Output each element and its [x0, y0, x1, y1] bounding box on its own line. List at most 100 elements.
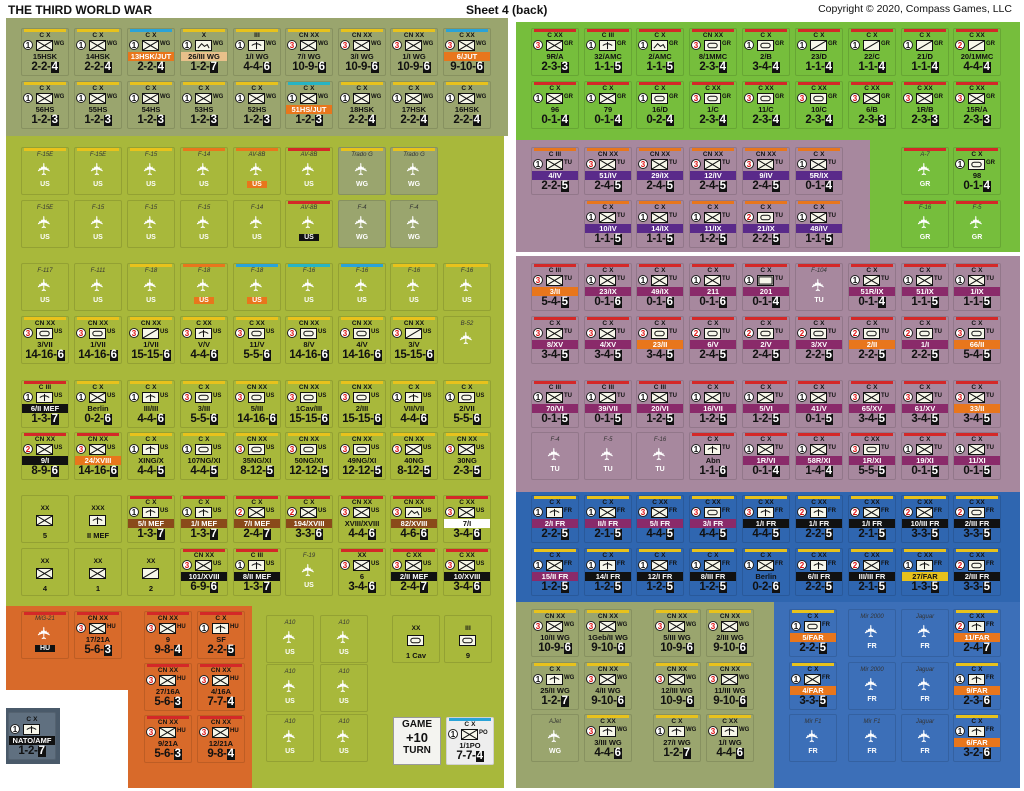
unit-counter[interactable]: C X 1 WG 54HS 1-2-3 [127, 81, 175, 129]
unit-counter[interactable]: C X 2 TU 1/I 2-2-5 [901, 316, 949, 364]
unit-counter[interactable]: XX 2 [127, 548, 175, 596]
unit-counter[interactable]: C X 1 FR 4/FAR 3-3-5 [789, 662, 837, 710]
unit-counter[interactable]: C XX 2 FR 1/I FR 2-1-5 [848, 495, 896, 543]
unit-counter[interactable]: C X 3 TU 65/XV 3-4-5 [848, 380, 896, 428]
air-counter[interactable]: F-111 ✈ US [74, 263, 122, 311]
unit-counter[interactable]: XX 5 [21, 495, 69, 543]
air-counter[interactable]: Mir 2000 ✈ FR [848, 662, 896, 710]
unit-counter[interactable]: C XX 3 WG 6/JUT 9-10-6 [443, 28, 491, 76]
air-counter[interactable]: Mir 2000 ✈ FR [848, 609, 896, 657]
unit-counter[interactable]: CN XX 3 HU 9/21A 5-6-3 [144, 715, 192, 763]
air-counter[interactable]: F-4 ✈ TU [531, 432, 579, 480]
unit-counter[interactable]: XXX II MEF [74, 495, 122, 543]
air-counter[interactable]: Jaguar ✈ FR [901, 714, 949, 762]
air-counter[interactable]: A10 ✈ US [266, 714, 314, 762]
unit-counter[interactable]: C X 2 US 194/XVIII 3-3-6 [285, 495, 333, 543]
unit-counter[interactable]: CN XX 3 WG 10/II WG 10-9-6 [531, 609, 579, 657]
unit-counter[interactable]: C X 1 WG 25/II WG 1-2-7 [531, 662, 579, 710]
unit-counter[interactable]: C X 1 WG 15HSK 2-2-4 [21, 28, 69, 76]
unit-counter[interactable]: C X 1 FR 6/FAR 3-2-6 [953, 714, 1001, 762]
unit-counter[interactable]: C X 3 TU 61/XV 3-4-5 [901, 380, 949, 428]
unit-counter[interactable]: C X 1 US VII/VII 4-4-6 [390, 380, 438, 428]
unit-counter[interactable]: C X 1 GR 2/AMC 1-1-5 [636, 28, 684, 76]
air-counter[interactable]: Mir F1 ✈ FR [848, 714, 896, 762]
unit-counter[interactable]: CN XX 3 HU 9 9-8-4 [144, 611, 192, 659]
unit-counter[interactable]: C XX 3 GR 6/B 2-3-3 [848, 81, 896, 129]
air-counter[interactable]: F-16 ✈ US [285, 263, 333, 311]
unit-counter[interactable]: CN XX 3 WG 1Geb/II WG 9-10-6 [584, 609, 632, 657]
unit-counter[interactable]: C III 1 TU 39/VII 0-1-5 [584, 380, 632, 428]
unit-counter[interactable]: C X 1 TU 16/VII 1-2-5 [689, 380, 737, 428]
unit-counter[interactable]: C X 1 GR 96 0-1-4 [531, 81, 579, 129]
air-counter[interactable]: AJet ✈ WG [531, 714, 579, 762]
unit-counter[interactable]: C X 1 TU 41/V 0-1-5 [795, 380, 843, 428]
unit-counter[interactable]: CN XX 3 US 40NG 8-12-5 [390, 432, 438, 480]
unit-counter[interactable]: CN XX 3 WG 3/I WG 10-9-6 [338, 28, 386, 76]
unit-counter[interactable]: III 1 WG 1/I WG 4-4-6 [233, 28, 281, 76]
unit-counter[interactable]: XX 1 Cav [392, 615, 440, 663]
air-counter[interactable]: MiG-21 ✈ HU [21, 611, 69, 659]
unit-counter[interactable]: CN XX 3 US 24/XVIII 14-16-6 [74, 432, 122, 480]
unit-counter[interactable]: C X 1 TU 11/XI 0-1-5 [953, 432, 1001, 480]
unit-counter[interactable]: CN XX 3 HU 4/16A 7-7-4 [197, 663, 245, 711]
unit-counter[interactable]: CN XX 3 TU 51/IV 2-4-5 [584, 147, 632, 195]
unit-counter[interactable]: C X 1 WG 55HS 1-2-3 [74, 81, 122, 129]
air-counter[interactable]: AV-8B ✈ US [285, 147, 333, 195]
unit-counter[interactable]: C XX 3 GR 11/C 2-3-4 [742, 81, 790, 129]
air-counter[interactable]: A10 ✈ US [320, 714, 368, 762]
unit-counter[interactable]: C X 1 TU 201 0-1-4 [742, 263, 790, 311]
unit-counter[interactable]: C X 1 GR 98 0-1-4 [953, 147, 1001, 195]
unit-counter[interactable]: C XX 2 FR 1/I FR 2-2-5 [795, 495, 843, 543]
unit-counter[interactable]: CN XX 3 WG 1/I WG 10-9-6 [390, 28, 438, 76]
unit-counter[interactable]: C X 1 TU 49/IX 0-1-6 [636, 263, 684, 311]
unit-counter[interactable]: C X 1 TU 23/IX 0-1-6 [584, 263, 632, 311]
unit-counter[interactable]: CN XX 3 US 49NG/XI 12-12-5 [338, 432, 386, 480]
air-counter[interactable]: Mir F1 ✈ FR [789, 714, 837, 762]
unit-counter[interactable]: C III 1 US 8/II MEF 1-3-7 [233, 548, 281, 596]
unit-counter[interactable]: CN XX 3 US 3/V 15-15-6 [390, 316, 438, 364]
unit-counter[interactable]: C X 1 FR Berlin 0-2-6 [742, 548, 790, 596]
air-counter[interactable]: F-104 ✈ TU [795, 263, 843, 311]
unit-counter[interactable]: C X 1 TU 211 0-1-6 [689, 263, 737, 311]
air-counter[interactable]: F-5 ✈ GR [953, 200, 1001, 248]
unit-counter[interactable]: C X 1 US 5/I MEF 1-3-7 [127, 495, 175, 543]
unit-counter[interactable]: X 1 WG 26/III WG 1-2-7 [180, 28, 228, 76]
unit-counter[interactable]: C X 1 TU 58R/XI 1-4-4 [795, 432, 843, 480]
unit-counter[interactable]: C XX 2 FR 2/III FR 3-3-5 [953, 495, 1001, 543]
unit-counter[interactable]: CN XX 3 US 30NG 2-3-5 [443, 432, 491, 480]
unit-counter[interactable]: C XX 3 US 2/II MEF 2-4-7 [390, 548, 438, 596]
unit-counter[interactable]: C X 2 TU 3/XV 2-2-5 [795, 316, 843, 364]
unit-counter[interactable]: CN XX 3 HU 27/16A 5-6-3 [144, 663, 192, 711]
unit-counter[interactable]: C X 1 FR 2/I FR 2-2-5 [531, 495, 579, 543]
unit-counter[interactable]: C X 1 GR 2/B 3-4-4 [742, 28, 790, 76]
unit-counter[interactable]: C III 3 TU 3/II 5-4-5 [531, 263, 579, 311]
unit-counter[interactable]: C X 1 US XING/X 4-4-5 [127, 432, 175, 480]
unit-counter[interactable]: C X 1 WG 27/I WG 1-2-7 [653, 714, 701, 762]
unit-counter[interactable]: XX 4 [21, 548, 69, 596]
unit-counter[interactable]: CN XX 3 US 1/VII 15-15-6 [127, 316, 175, 364]
unit-counter[interactable]: C X 1 WG 14HSK 2-2-4 [74, 28, 122, 76]
unit-counter[interactable]: C X 1 TU 5R/IX 0-1-4 [795, 147, 843, 195]
unit-counter[interactable]: CN XX 3 WG 4/II WG 9-10-6 [584, 662, 632, 710]
unit-counter[interactable]: C X 1 HU SF 2-2-5 [197, 611, 245, 659]
game-turn-marker[interactable]: GAME +10 TURN [393, 717, 441, 765]
air-counter[interactable]: F-14 ✈ US [233, 200, 281, 248]
unit-counter[interactable]: C XX 3 WG 3/III WG 4-4-6 [584, 714, 632, 762]
air-counter[interactable]: Jaguar ✈ FR [901, 662, 949, 710]
air-counter[interactable]: F-16 ✈ US [338, 263, 386, 311]
unit-counter[interactable]: CN XX 3 US 50NG/XI 12-12-5 [285, 432, 333, 480]
unit-counter[interactable]: C XX 3 GR 1R/B 2-3-3 [901, 81, 949, 129]
unit-counter[interactable]: C X 1 TU 11/IX 1-2-5 [689, 200, 737, 248]
air-counter[interactable]: A10 ✈ US [320, 615, 368, 663]
unit-counter[interactable]: C III 1 GR 32/AMC 1-1-5 [584, 28, 632, 76]
unit-counter[interactable]: C X 1 PO 1/1PO 7-7-4 [446, 717, 494, 765]
unit-counter[interactable]: C XX 3 GR 10/C 2-3-4 [795, 81, 843, 129]
air-counter[interactable]: F-15 ✈ US [127, 147, 175, 195]
unit-counter[interactable]: C X 1 WG 56HS 1-2-3 [21, 81, 69, 129]
unit-counter[interactable]: C X 3 TU 8/XV 3-4-5 [531, 316, 579, 364]
unit-counter[interactable]: C XX 3 WG 1/I WG 4-4-6 [706, 714, 754, 762]
unit-counter[interactable]: C X 1 TU 14/IX 1-1-5 [636, 200, 684, 248]
unit-counter[interactable]: C XX 3 US 7/I 3-4-6 [443, 495, 491, 543]
air-counter[interactable]: A10 ✈ US [266, 615, 314, 663]
air-counter[interactable]: F-16 ✈ TU [636, 432, 684, 480]
